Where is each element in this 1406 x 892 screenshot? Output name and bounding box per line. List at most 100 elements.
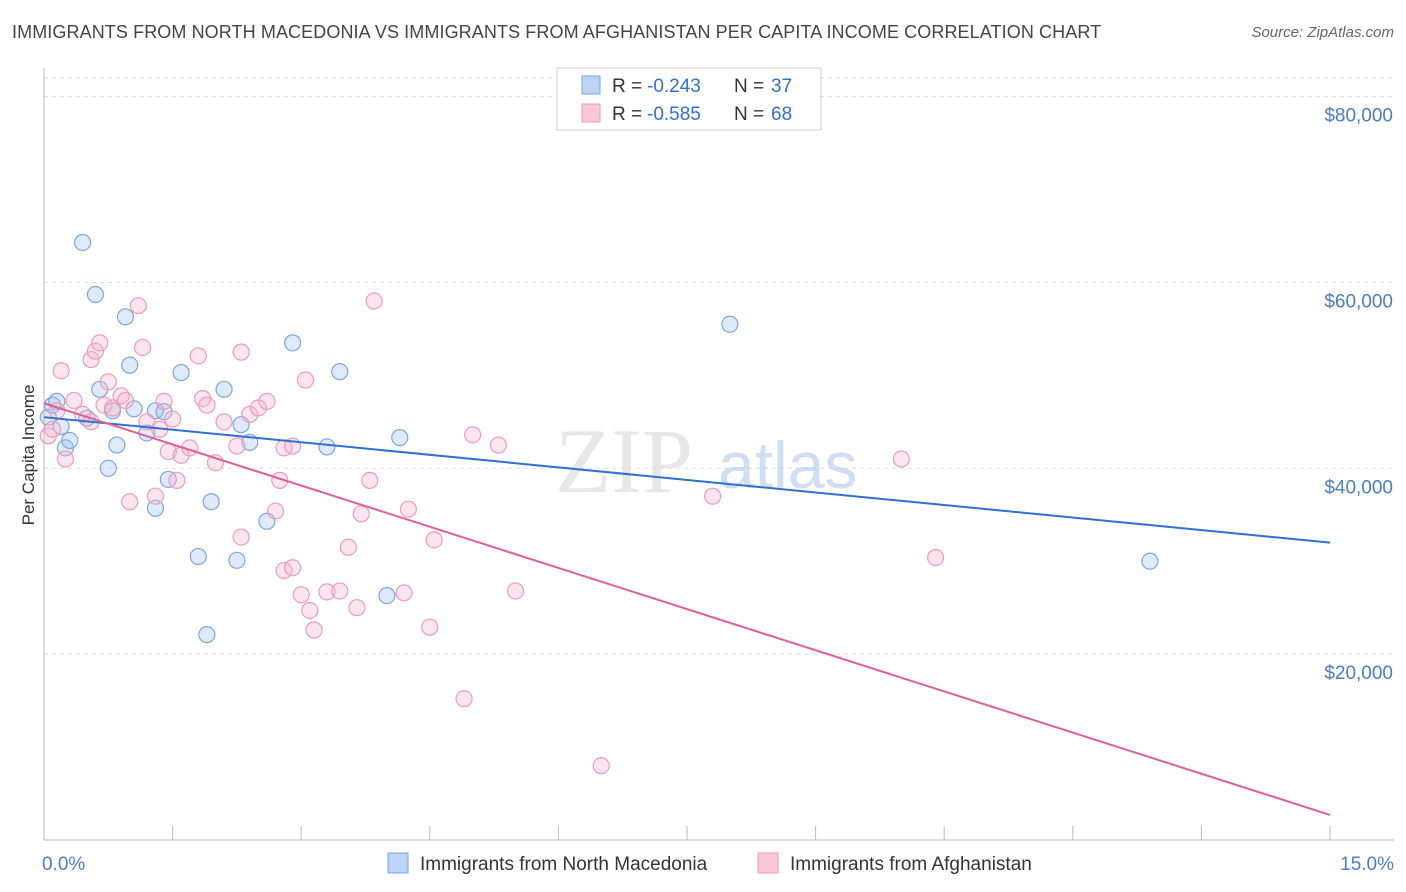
gridlines <box>44 77 1394 655</box>
series-legend-label-afghanistan: Immigrants from Afghanistan <box>790 854 1032 875</box>
point-afghanistan <box>464 426 482 444</box>
y-axis-label: Per Capita Income <box>19 385 38 526</box>
x-tick-label-max: 15.0% <box>1340 854 1394 875</box>
point-afghanistan <box>168 471 186 489</box>
point-north-macedonia <box>378 587 396 605</box>
trendline-north-macedonia <box>43 416 1331 544</box>
legend-n-value-2: 68 <box>771 104 792 125</box>
legend-r-label-1: R = <box>612 76 642 97</box>
point-afghanistan <box>65 391 83 410</box>
point-afghanistan <box>361 471 379 489</box>
point-afghanistan <box>232 343 250 361</box>
point-north-macedonia <box>61 431 79 450</box>
point-afghanistan <box>82 350 100 369</box>
point-north-macedonia <box>172 363 190 382</box>
point-north-macedonia <box>284 334 302 352</box>
point-north-macedonia <box>159 470 177 489</box>
point-afghanistan <box>228 437 246 455</box>
point-north-macedonia <box>73 233 92 252</box>
point-afghanistan <box>301 601 319 620</box>
point-afghanistan <box>704 487 722 505</box>
y-tick-label: $20,000 <box>1324 663 1393 684</box>
point-afghanistan <box>189 347 207 365</box>
point-afghanistan <box>292 586 310 604</box>
point-afghanistan <box>99 373 117 391</box>
point-afghanistan <box>506 582 525 600</box>
point-north-macedonia <box>116 308 135 326</box>
point-afghanistan <box>164 410 182 428</box>
point-north-macedonia <box>198 626 216 644</box>
trendline-afghanistan <box>43 402 1331 816</box>
point-afghanistan <box>892 450 910 468</box>
point-afghanistan <box>352 505 370 523</box>
point-afghanistan <box>348 599 366 617</box>
y-tick-label: $60,000 <box>1324 291 1393 312</box>
point-afghanistan <box>249 399 267 417</box>
legend-r-value-2: -0.585 <box>647 104 701 125</box>
legend-n-value-1: 37 <box>771 76 792 97</box>
point-north-macedonia <box>228 551 246 569</box>
point-north-macedonia <box>215 380 233 398</box>
point-afghanistan <box>146 487 165 505</box>
point-afghanistan <box>52 362 70 380</box>
point-afghanistan <box>116 391 135 410</box>
point-north-macedonia <box>1141 552 1159 570</box>
point-north-macedonia <box>146 499 165 517</box>
y-tick-label: $40,000 <box>1324 477 1393 498</box>
point-north-macedonia <box>108 436 126 454</box>
axes <box>43 68 1394 841</box>
source-label: Source: ZipAtlas.com <box>1251 24 1394 41</box>
point-afghanistan <box>232 528 250 546</box>
point-afghanistan <box>155 392 173 410</box>
watermark: ZIP atlas <box>555 410 857 512</box>
point-afghanistan <box>455 690 473 708</box>
point-afghanistan <box>121 493 139 511</box>
x-tick-label-min: 0.0% <box>42 854 85 875</box>
point-afghanistan <box>103 399 122 417</box>
stats-legend: R = -0.243 N = 37 R = -0.585 N = 68 <box>556 67 822 131</box>
point-afghanistan <box>339 538 357 556</box>
point-afghanistan <box>258 392 276 410</box>
point-afghanistan <box>592 757 610 775</box>
point-north-macedonia <box>318 438 336 456</box>
point-north-macedonia <box>189 547 207 566</box>
legend-n-label-1: N = <box>734 76 764 97</box>
point-afghanistan <box>215 413 233 431</box>
point-afghanistan <box>927 548 945 567</box>
point-north-macedonia <box>99 459 117 477</box>
y-tick-labels: $20,000 $40,000 $60,000 $80,000 <box>1324 106 1393 685</box>
point-afghanistan <box>305 621 323 639</box>
series-legend: Immigrants from North Macedonia Immigran… <box>387 852 1032 875</box>
point-north-macedonia <box>721 315 739 333</box>
legend-n-label-2: N = <box>734 104 764 125</box>
chart-title: IMMIGRANTS FROM NORTH MACEDONIA VS IMMIG… <box>12 22 1102 42</box>
point-afghanistan <box>284 559 302 577</box>
point-afghanistan <box>331 582 349 600</box>
point-afghanistan <box>198 396 216 414</box>
point-north-macedonia <box>86 285 105 304</box>
point-afghanistan <box>425 531 443 549</box>
point-north-macedonia <box>331 363 349 381</box>
point-afghanistan <box>296 371 315 389</box>
point-north-macedonia <box>121 356 139 374</box>
point-afghanistan <box>399 500 417 518</box>
point-afghanistan <box>365 292 383 310</box>
point-afghanistan <box>91 334 109 352</box>
point-afghanistan <box>133 338 152 357</box>
y-tick-label: $80,000 <box>1324 106 1393 127</box>
point-afghanistan <box>129 297 147 315</box>
legend-r-value-1: -0.243 <box>647 76 701 97</box>
legend-r-label-2: R = <box>612 104 642 125</box>
point-north-macedonia <box>391 429 409 447</box>
point-afghanistan <box>421 618 439 636</box>
watermark-atlas: atlas <box>718 428 857 502</box>
point-north-macedonia <box>202 493 220 511</box>
x-ticks <box>172 826 1331 840</box>
legend-swatch-pink <box>581 103 601 123</box>
point-afghanistan <box>56 450 75 468</box>
series-legend-swatch-pink <box>757 852 779 874</box>
point-afghanistan <box>489 436 507 454</box>
series-legend-swatch-blue <box>387 852 409 874</box>
series-afghanistan-points <box>39 292 945 775</box>
